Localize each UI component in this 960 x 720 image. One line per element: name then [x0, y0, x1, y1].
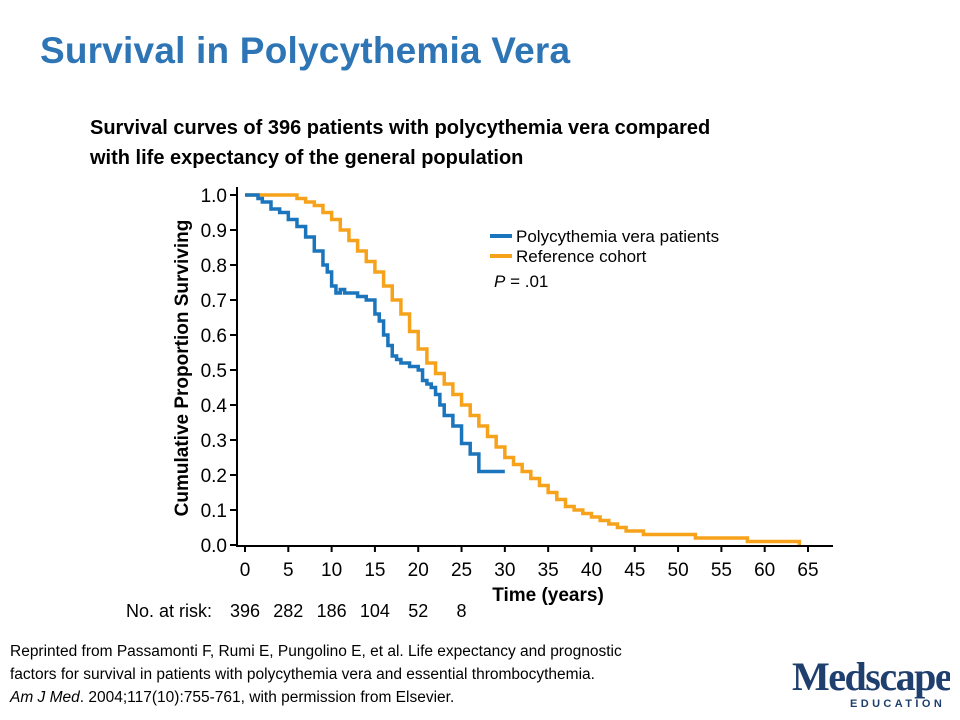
at-risk-value: 104 — [360, 601, 390, 621]
x-tick-label: 30 — [494, 560, 515, 581]
at-risk-value: 8 — [457, 601, 467, 621]
at-risk-value: 396 — [230, 601, 260, 621]
chart-heading: Survival curves of 396 patients with pol… — [90, 113, 850, 173]
at-risk-value: 52 — [408, 601, 428, 621]
y-tick-label: 0.8 — [201, 256, 227, 277]
y-tick-label: 0.9 — [201, 221, 227, 242]
citation-line-2: factors for survival in patients with po… — [10, 666, 595, 683]
x-tick-label: 25 — [451, 560, 472, 581]
y-tick-label: 1.0 — [201, 186, 227, 207]
y-axis-label: Cumulative Proportion Surviving — [172, 220, 193, 517]
x-tick-label: 60 — [754, 560, 775, 581]
chart-heading-line-1: Survival curves of 396 patients with pol… — [90, 117, 711, 139]
at-risk-value: 282 — [273, 601, 303, 621]
legend-label: Reference cohort — [516, 247, 647, 266]
x-tick-label: 65 — [797, 560, 818, 581]
y-tick-label: 0.2 — [201, 466, 227, 487]
x-tick-label: 15 — [364, 560, 385, 581]
y-tick-label: 0.5 — [201, 361, 227, 382]
y-tick-label: 0.7 — [201, 291, 227, 312]
citation-line-3: . 2004;117(10):755-761, with permission … — [79, 689, 455, 706]
x-axis-label: Time (years) — [492, 585, 604, 606]
at-risk-value: 186 — [317, 601, 347, 621]
x-tick-label: 10 — [321, 560, 342, 581]
x-tick-label: 45 — [624, 560, 645, 581]
x-tick-label: 50 — [668, 560, 689, 581]
at-risk-label: No. at risk: — [126, 601, 212, 621]
x-tick-label: 35 — [538, 560, 559, 581]
y-tick-label: 0.0 — [201, 536, 227, 557]
logo-wordmark: Medscape — [792, 654, 950, 699]
y-tick-label: 0.1 — [201, 501, 227, 522]
y-tick-label: 0.4 — [201, 396, 228, 417]
p-value-annotation: P = .01 — [494, 272, 548, 291]
x-tick-label: 20 — [408, 560, 429, 581]
slide-title: Survival in Polycythemia Vera — [40, 30, 571, 71]
chart-heading-line-2: with life expectancy of the general popu… — [90, 147, 524, 169]
logo-subtext: EDUCATION — [850, 698, 945, 710]
citation-journal: Am J Med — [10, 689, 80, 706]
citation: Reprinted from Passamonti F, Rumi E, Pun… — [10, 640, 780, 709]
x-tick-label: 55 — [711, 560, 732, 581]
legend-label: Polycythemia vera patients — [516, 227, 719, 246]
citation-line-1: Reprinted from Passamonti F, Rumi E, Pun… — [10, 643, 622, 660]
x-tick-label: 0 — [240, 560, 251, 581]
x-tick-label: 40 — [581, 560, 602, 581]
y-tick-label: 0.3 — [201, 431, 227, 452]
y-tick-label: 0.6 — [201, 326, 227, 347]
series-reference-cohort-line — [245, 193, 802, 545]
medscape-education-logo: Medscape EDUCATION — [792, 654, 950, 710]
p-value-number: = .01 — [505, 272, 548, 291]
p-value-symbol: P — [494, 272, 506, 291]
series-pv-patients-line — [245, 193, 505, 474]
x-tick-label: 5 — [283, 560, 294, 581]
